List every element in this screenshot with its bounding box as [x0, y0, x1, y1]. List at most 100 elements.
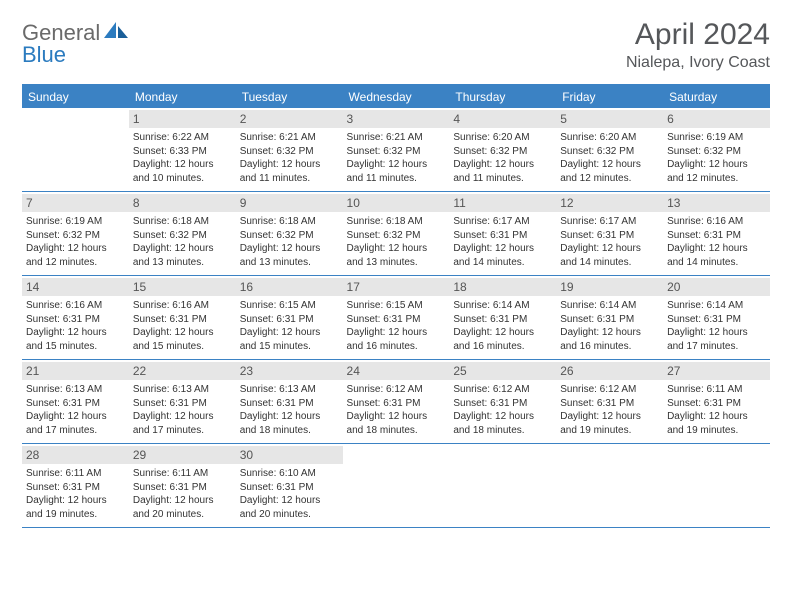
day-number: 20: [663, 278, 770, 296]
day-number: 30: [236, 446, 343, 464]
day-number: 7: [22, 194, 129, 212]
day-detail: Sunrise: 6:16 AMSunset: 6:31 PMDaylight:…: [26, 299, 125, 353]
sunset-text: Sunset: 6:31 PM: [453, 229, 552, 243]
day-detail: Sunrise: 6:14 AMSunset: 6:31 PMDaylight:…: [453, 299, 552, 353]
brand-part2: Blue: [22, 42, 66, 67]
calendar-day-cell: 12 Sunrise: 6:17 AMSunset: 6:31 PMDayligh…: [556, 192, 663, 275]
day-detail: Sunrise: 6:18 AMSunset: 6:32 PMDaylight:…: [347, 215, 446, 269]
calendar-day-cell: 13Sunrise: 6:16 AMSunset: 6:31 PMDayligh…: [663, 192, 770, 275]
daylight-text: Daylight: 12 hours and 14 minutes.: [560, 242, 659, 269]
sunset-text: Sunset: 6:32 PM: [667, 145, 766, 159]
daylight-text: Daylight: 12 hours and 14 minutes.: [453, 242, 552, 269]
calendar-day-cell: 15 Sunrise: 6:16 AMSunset: 6:31 PMDayligh…: [129, 276, 236, 359]
daylight-text: Daylight: 12 hours and 14 minutes.: [667, 242, 766, 269]
day-detail: Sunrise: 6:13 AMSunset: 6:31 PMDaylight:…: [240, 383, 339, 437]
calendar-week-row: 14Sunrise: 6:16 AMSunset: 6:31 PMDayligh…: [22, 276, 770, 360]
day-detail: Sunrise: 6:11 AMSunset: 6:31 PMDaylight:…: [667, 383, 766, 437]
sunset-text: Sunset: 6:31 PM: [240, 481, 339, 495]
daylight-text: Daylight: 12 hours and 12 minutes.: [667, 158, 766, 185]
sunset-text: Sunset: 6:31 PM: [453, 313, 552, 327]
day-detail: Sunrise: 6:16 AMSunset: 6:31 PMDaylight:…: [133, 299, 232, 353]
day-number: 4: [449, 110, 556, 128]
day-detail: Sunrise: 6:13 AMSunset: 6:31 PMDaylight:…: [133, 383, 232, 437]
calendar-day-cell: 21Sunrise: 6:13 AMSunset: 6:31 PMDayligh…: [22, 360, 129, 443]
day-number: 11: [449, 194, 556, 212]
day-number: 24: [343, 362, 450, 380]
day-number: 3: [343, 110, 450, 128]
sunrise-text: Sunrise: 6:18 AM: [347, 215, 446, 229]
day-detail: Sunrise: 6:10 AMSunset: 6:31 PMDaylight:…: [240, 467, 339, 521]
sunrise-text: Sunrise: 6:11 AM: [26, 467, 125, 481]
sunrise-text: Sunrise: 6:22 AM: [133, 131, 232, 145]
sunset-text: Sunset: 6:31 PM: [667, 313, 766, 327]
sunrise-text: Sunrise: 6:13 AM: [133, 383, 232, 397]
calendar-week-row: 7 Sunrise: 6:19 AM Sunset: 6:32 PM Daylight…: [22, 192, 770, 276]
day-detail: Sunrise: 6:14 AMSunset: 6:31 PMDaylight:…: [560, 299, 659, 353]
daylight-text: Daylight: 12 hours and 12 minutes.: [560, 158, 659, 185]
daylight-text: Daylight: 12 hours and 20 minutes.: [240, 494, 339, 521]
calendar-day-cell: 27Sunrise: 6:11 AMSunset: 6:31 PMDayligh…: [663, 360, 770, 443]
calendar-day-cell: 9Sunrise: 6:18 AMSunset: 6:32 PMDaylight…: [236, 192, 343, 275]
sunrise-text: Sunrise: 6:19 AM: [26, 215, 125, 229]
calendar-day-cell: 2Sunrise: 6:21 AMSunset: 6:32 PMDaylight…: [236, 108, 343, 191]
brand-logo: General Blue: [22, 18, 130, 66]
day-number: 5: [556, 110, 663, 128]
daylight-text: Daylight: 12 hours and 17 minutes.: [667, 326, 766, 353]
sunset-text: Sunset: 6:31 PM: [133, 481, 232, 495]
sunrise-text: Sunrise: 6:19 AM: [667, 131, 766, 145]
day-number: 17: [343, 278, 450, 296]
daylight-text: Daylight: 12 hours and 10 minutes.: [133, 158, 232, 185]
sunrise-text: Sunrise: 6:20 AM: [453, 131, 552, 145]
daylight-text: Daylight: 12 hours and 16 minutes.: [560, 326, 659, 353]
sunset-text: Sunset: 6:31 PM: [560, 229, 659, 243]
day-detail: Sunrise: 6:17 AMSunset: 6:31 PMDaylight:…: [453, 215, 552, 269]
sunrise-text: Sunrise: 6:12 AM: [347, 383, 446, 397]
day-detail: Sunrise: 6:12 AMSunset: 6:31 PMDaylight:…: [453, 383, 552, 437]
day-detail: Sunrise: 6:17 AMSunset: 6:31 PMDaylight:…: [560, 215, 659, 269]
sunrise-text: Sunrise: 6:10 AM: [240, 467, 339, 481]
calendar-day-cell: 22 Sunrise: 6:13 AMSunset: 6:31 PMDayligh…: [129, 360, 236, 443]
day-detail: Sunrise: 6:11 AMSunset: 6:31 PMDaylight:…: [26, 467, 125, 521]
day-number: 21: [22, 362, 129, 380]
daylight-text: Daylight: 12 hours and 13 minutes.: [240, 242, 339, 269]
calendar-day-cell: 18Sunrise: 6:14 AMSunset: 6:31 PMDayligh…: [449, 276, 556, 359]
calendar-header-cell: Monday: [129, 86, 236, 108]
sunset-text: Sunset: 6:31 PM: [240, 313, 339, 327]
sunset-text: Sunset: 6:31 PM: [560, 313, 659, 327]
calendar-header-cell: Saturday: [663, 86, 770, 108]
calendar-day-cell: 30 Sunrise: 6:10 AMSunset: 6:31 PMDayligh…: [236, 444, 343, 527]
day-number: 16: [236, 278, 343, 296]
calendar-week-row: 28Sunrise: 6:11 AMSunset: 6:31 PMDayligh…: [22, 444, 770, 528]
day-number: 15: [129, 278, 236, 296]
daylight-text: Daylight: 12 hours and 11 minutes.: [347, 158, 446, 185]
sunset-text: Sunset: 6:32 PM: [560, 145, 659, 159]
calendar-header-cell: Tuesday: [236, 86, 343, 108]
calendar-header-cell: Friday: [556, 86, 663, 108]
sunset-text: Sunset: 6:32 PM: [133, 229, 232, 243]
daylight-text: Daylight: 12 hours and 15 minutes.: [240, 326, 339, 353]
calendar-day-cell: 6Sunrise: 6:19 AMSunset: 6:32 PMDaylight…: [663, 108, 770, 191]
sunset-text: Sunset: 6:31 PM: [26, 313, 125, 327]
day-number: 1: [129, 110, 236, 128]
header: General Blue April 2024 Nialepa, Ivory C…: [22, 18, 770, 72]
calendar-day-cell: 4Sunrise: 6:20 AMSunset: 6:32 PMDaylight…: [449, 108, 556, 191]
brand-text: General Blue: [22, 22, 100, 66]
calendar-day-cell: [22, 108, 129, 191]
day-number: 14: [22, 278, 129, 296]
day-number: 2: [236, 110, 343, 128]
calendar-day-cell: 16Sunrise: 6:15 AMSunset: 6:31 PMDayligh…: [236, 276, 343, 359]
daylight-text: Daylight: 12 hours and 12 minutes.: [26, 242, 125, 269]
calendar-day-cell: 29Sunrise: 6:11 AMSunset: 6:31 PMDayligh…: [129, 444, 236, 527]
calendar-header-cell: Thursday: [449, 86, 556, 108]
page-subtitle: Nialepa, Ivory Coast: [626, 54, 770, 72]
day-number: 12: [556, 194, 663, 212]
sunrise-text: Sunrise: 6:14 AM: [560, 299, 659, 313]
calendar-day-cell: 25Sunrise: 6:12 AMSunset: 6:31 PMDayligh…: [449, 360, 556, 443]
sunrise-text: Sunrise: 6:21 AM: [347, 131, 446, 145]
calendar-day-cell: 8Sunrise: 6:18 AMSunset: 6:32 PMDaylight…: [129, 192, 236, 275]
day-detail: Sunrise: 6:21 AMSunset: 6:32 PMDaylight:…: [347, 131, 446, 185]
calendar-week-row: 1Sunrise: 6:22 AMSunset: 6:33 PMDaylight…: [22, 108, 770, 192]
day-number: 22: [129, 362, 236, 380]
calendar-day-cell: [449, 444, 556, 527]
calendar-day-cell: 7Sunrise: 6:19 AMSunset: 6:32 PMDaylight…: [22, 192, 129, 275]
